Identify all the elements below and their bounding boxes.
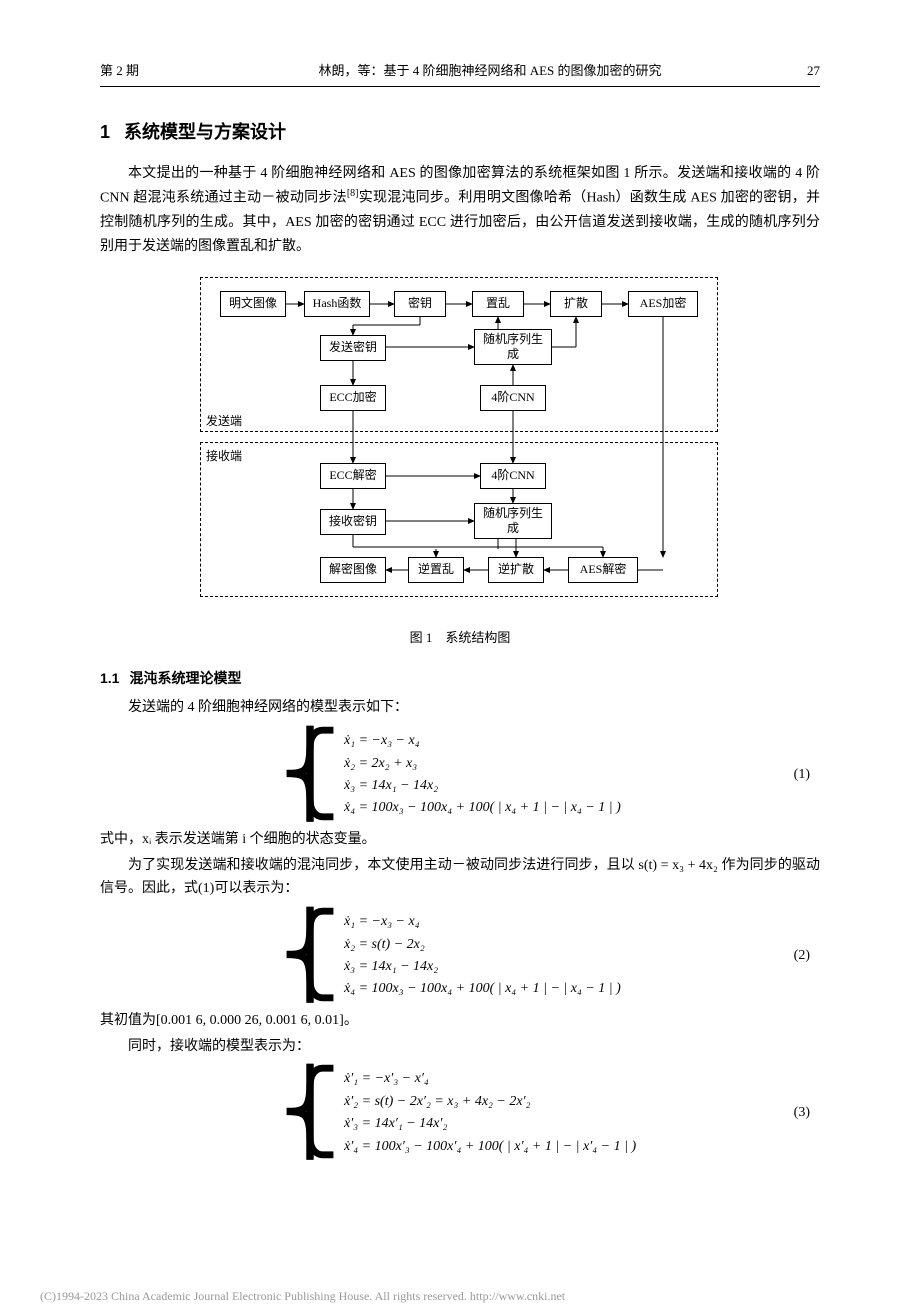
node-aes-enc: AES加密: [628, 291, 698, 317]
eq1-line4: ẋ₄ = 100x₃ − 100x₄ + 100( | x₄ + 1 | − |…: [344, 797, 621, 819]
node-key: 密钥: [394, 291, 446, 317]
node-ecc-dec: ECC解密: [320, 463, 386, 489]
node-ecc-enc: ECC加密: [320, 385, 386, 411]
section-1-heading: 1 系统模型与方案设计: [100, 117, 820, 148]
receiver-label: 接收端: [206, 446, 242, 466]
figure-1-caption: 图 1 系统结构图: [410, 627, 511, 649]
eq1-line1: ẋ₁ = −x₃ − x₄: [344, 730, 621, 752]
eq1-line2: ẋ₂ = 2x₂ + x₃: [344, 753, 621, 775]
eq3-number: (3): [794, 1101, 820, 1125]
section-1-1-para-2: 式中，xᵢ 表示发送端第 i 个细胞的状态变量。: [100, 828, 820, 852]
header-title: 林朗，等：基于 4 阶细胞神经网络和 AES 的图像加密的研究: [220, 60, 760, 82]
node-recv-key: 接收密钥: [320, 509, 386, 535]
eq2-line2: ẋ₂ = s(t) − 2x₂: [344, 934, 621, 956]
eq2-line3: ẋ₃ = 14x₁ − 14x₂: [344, 956, 621, 978]
section-1-title: 系统模型与方案设计: [124, 122, 286, 142]
eq1-line3: ẋ₃ = 14x₁ − 14x₂: [344, 775, 621, 797]
eq2-line1: ẋ₁ = −x₃ − x₄: [344, 911, 621, 933]
node-cnn-1: 4阶CNN: [480, 385, 546, 411]
eq2-number: (2): [794, 944, 820, 968]
eq2-line4: ẋ₄ = 100x₃ − 100x₄ + 100( | x₄ + 1 | − |…: [344, 978, 621, 1000]
section-1-1-para-4: 其初值为[0.001 6, 0.000 26, 0.001 6, 0.01]。: [100, 1009, 820, 1033]
node-hash: Hash函数: [304, 291, 370, 317]
page-footer: (C)1994-2023 China Academic Journal Elec…: [0, 1286, 920, 1306]
node-inv-diffuse: 逆扩散: [488, 557, 544, 583]
citation-8: [8]: [347, 188, 359, 199]
equation-3: ⎧⎨⎩ ẋ′₁ = −x′₃ − x′₄ ẋ′₂ = s(t) − 2x′₂ =…: [100, 1060, 820, 1166]
node-plain-image: 明文图像: [220, 291, 286, 317]
eq3-line2: ẋ′₂ = s(t) − 2x′₂ = x₃ + 4x₂ − 2x′₂: [344, 1091, 636, 1113]
sender-label: 发送端: [206, 411, 242, 431]
node-inv-scramble: 逆置乱: [408, 557, 464, 583]
node-aes-dec: AES解密: [568, 557, 638, 583]
header-page-no: 27: [760, 60, 820, 82]
header-issue: 第 2 期: [100, 60, 220, 82]
section-1-1-title: 混沌系统理论模型: [129, 670, 241, 686]
node-cnn-2: 4阶CNN: [480, 463, 546, 489]
section-1-1-para-1: 发送端的 4 阶细胞神经网络的模型表示如下：: [100, 696, 820, 720]
section-1-1-para-3: 为了实现发送端和接收端的混沌同步，本文使用主动－被动同步法进行同步，且以 s(t…: [100, 854, 820, 902]
section-1-1-number: 1.1: [100, 670, 119, 686]
section-1-1-heading: 1.1 混沌系统理论模型: [100, 667, 820, 691]
figure-1: 发送端 接收端 明文图像 Hash函数 密钥 置乱 扩散 AES加密 发送密钥 …: [100, 277, 820, 649]
node-send-key: 发送密钥: [320, 335, 386, 361]
eq3-line3: ẋ′₃ = 14x′₁ − 14x′₂: [344, 1113, 636, 1135]
eq3-line4: ẋ′₄ = 100x′₃ − 100x′₄ + 100( | x′₄ + 1 |…: [344, 1136, 636, 1158]
equation-1: ⎧⎨⎩ ẋ₁ = −x₃ − x₄ ẋ₂ = 2x₂ + x₃ ẋ₃ = 14x…: [100, 722, 820, 828]
page-header: 第 2 期 林朗，等：基于 4 阶细胞神经网络和 AES 的图像加密的研究 27: [100, 60, 820, 87]
equation-2: ⎧⎨⎩ ẋ₁ = −x₃ − x₄ ẋ₂ = s(t) − 2x₂ ẋ₃ = 1…: [100, 903, 820, 1009]
eq1-number: (1): [794, 763, 820, 787]
node-rand-seq-2: 随机序列生成: [474, 503, 552, 539]
section-1-number: 1: [100, 122, 110, 142]
node-diffuse: 扩散: [550, 291, 602, 317]
node-scramble: 置乱: [472, 291, 524, 317]
node-rand-seq-1: 随机序列生成: [474, 329, 552, 365]
system-diagram: 发送端 接收端 明文图像 Hash函数 密钥 置乱 扩散 AES加密 发送密钥 …: [200, 277, 720, 617]
section-1-1-para-5: 同时，接收端的模型表示为：: [100, 1035, 820, 1059]
node-dec-image: 解密图像: [320, 557, 386, 583]
section-1-para-1: 本文提出的一种基于 4 阶细胞神经网络和 AES 的图像加密算法的系统框架如图 …: [100, 162, 820, 259]
eq3-line1: ẋ′₁ = −x′₃ − x′₄: [344, 1068, 636, 1090]
